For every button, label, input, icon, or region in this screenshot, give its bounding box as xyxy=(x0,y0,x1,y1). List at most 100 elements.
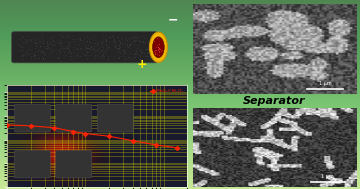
Point xyxy=(30,54,36,57)
Point xyxy=(156,47,162,50)
Point xyxy=(111,55,116,58)
Point xyxy=(99,42,105,45)
Point xyxy=(128,36,134,40)
Point xyxy=(140,40,146,43)
Point xyxy=(20,35,26,38)
Point xyxy=(153,48,159,51)
Point xyxy=(48,56,54,59)
Point xyxy=(94,43,99,46)
Point xyxy=(132,55,138,58)
Point xyxy=(100,35,105,38)
Point xyxy=(98,42,104,45)
Point xyxy=(81,35,87,38)
Ellipse shape xyxy=(149,32,167,62)
Point xyxy=(77,36,83,39)
Point xyxy=(128,57,134,60)
Point xyxy=(77,55,83,58)
Point xyxy=(50,49,56,52)
Point xyxy=(93,42,98,45)
Point xyxy=(127,44,133,47)
Point xyxy=(121,50,126,53)
Point xyxy=(64,45,70,48)
Point xyxy=(40,40,45,43)
Point xyxy=(51,38,57,41)
Point xyxy=(122,42,128,45)
Point xyxy=(21,40,26,43)
Point xyxy=(154,36,160,39)
MnO₂// Bi₂O₃ xyxy=(130,140,135,142)
Point xyxy=(28,55,34,58)
Point xyxy=(19,46,25,49)
Point xyxy=(91,56,97,59)
Point xyxy=(134,51,140,54)
Point xyxy=(107,35,113,38)
Point xyxy=(40,56,46,59)
Point xyxy=(85,46,91,49)
Point xyxy=(84,39,90,42)
Point xyxy=(122,57,128,60)
Point xyxy=(37,39,42,42)
Point xyxy=(118,54,124,57)
Point xyxy=(123,57,129,60)
Point xyxy=(122,48,127,51)
Point xyxy=(68,52,73,55)
Point xyxy=(64,47,70,50)
Point xyxy=(56,48,62,51)
Point xyxy=(84,46,90,49)
Point xyxy=(156,46,162,50)
Point xyxy=(17,49,23,52)
Point xyxy=(100,40,106,43)
Point xyxy=(105,57,111,60)
FancyBboxPatch shape xyxy=(12,32,158,63)
Point xyxy=(68,50,73,53)
Point xyxy=(65,46,71,49)
Point xyxy=(132,36,138,39)
Point xyxy=(47,49,53,52)
Point xyxy=(152,48,158,51)
MnO₂// Bi₂O₃ xyxy=(175,147,180,149)
Point xyxy=(138,40,143,43)
Point xyxy=(130,57,135,60)
FancyBboxPatch shape xyxy=(97,105,133,132)
Point xyxy=(55,56,61,59)
Point xyxy=(84,50,90,53)
Point xyxy=(103,44,109,47)
Point xyxy=(52,42,58,45)
Point xyxy=(95,51,101,54)
Point xyxy=(58,42,64,45)
Point xyxy=(58,41,63,44)
Point xyxy=(116,56,122,59)
Point xyxy=(45,47,51,50)
Point xyxy=(33,41,39,44)
Text: Separator: Separator xyxy=(243,96,306,106)
Point xyxy=(32,46,38,50)
Point xyxy=(84,46,89,49)
Point xyxy=(21,40,27,43)
Point xyxy=(103,49,109,52)
Point xyxy=(79,39,85,42)
Point xyxy=(36,56,41,59)
Point xyxy=(152,50,158,53)
Point xyxy=(71,52,77,55)
Point xyxy=(16,44,22,47)
Point xyxy=(45,45,51,48)
Point xyxy=(142,41,148,44)
Point xyxy=(48,51,54,54)
Point xyxy=(87,38,93,41)
Point xyxy=(110,35,116,38)
Point xyxy=(147,36,153,39)
Point xyxy=(156,54,162,57)
Point xyxy=(19,36,25,39)
Text: 1 μm: 1 μm xyxy=(319,81,332,86)
Point xyxy=(32,38,38,41)
Point xyxy=(40,36,45,39)
Point xyxy=(87,48,93,51)
Point xyxy=(128,42,134,45)
Point xyxy=(136,40,141,43)
MnO₂// Bi₂O₃ xyxy=(52,126,57,129)
Point xyxy=(66,51,71,54)
Point xyxy=(20,58,26,61)
Point xyxy=(39,33,45,36)
Point xyxy=(65,40,71,43)
Point xyxy=(67,41,72,44)
